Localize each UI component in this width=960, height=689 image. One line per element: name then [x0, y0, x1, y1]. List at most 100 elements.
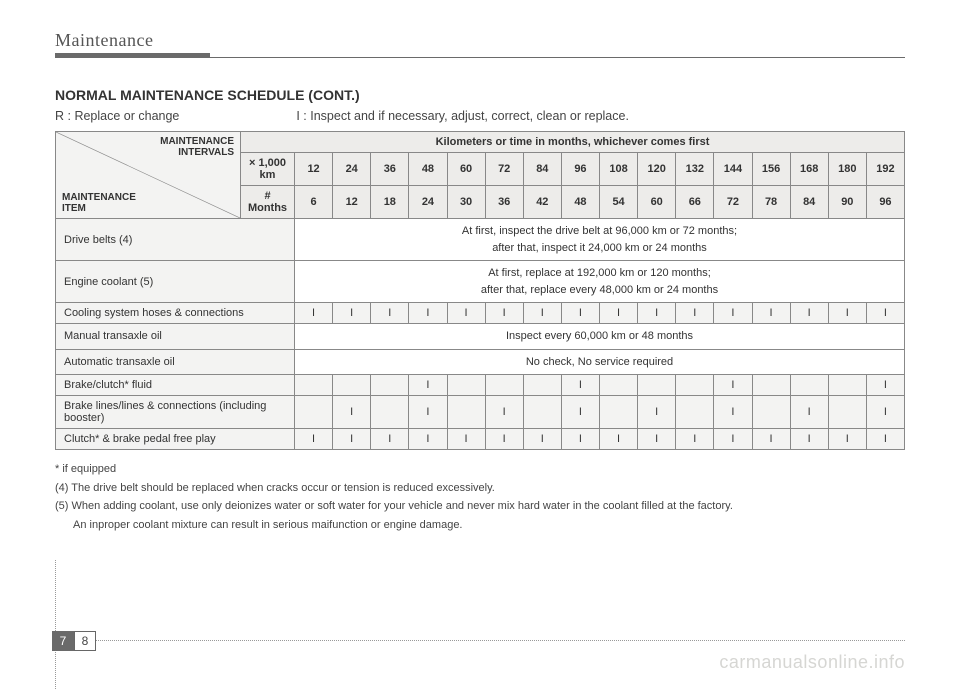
cell: I — [561, 429, 599, 450]
cell: I — [600, 429, 638, 450]
cell — [676, 375, 714, 396]
cell — [790, 375, 828, 396]
cell — [752, 396, 790, 429]
dotted-rule — [96, 640, 905, 641]
cell: I — [295, 429, 333, 450]
mo-val: 60 — [638, 186, 676, 219]
cell: I — [600, 303, 638, 324]
cell: I — [409, 303, 447, 324]
footnotes: * if equipped (4) The drive belt should … — [55, 460, 905, 535]
km-val: 12 — [295, 153, 333, 186]
row-note: At first, inspect the drive belt at 96,0… — [295, 219, 905, 261]
cell: I — [485, 303, 523, 324]
cell: I — [714, 396, 752, 429]
cell: I — [714, 303, 752, 324]
km-val: 192 — [866, 153, 904, 186]
header-title: Maintenance — [55, 30, 905, 51]
km-val: 24 — [333, 153, 371, 186]
cell — [333, 375, 371, 396]
cell: I — [333, 396, 371, 429]
cell — [523, 396, 561, 429]
diagonal-header: MAINTENANCEINTERVALS MAINTENANCEITEM — [56, 132, 241, 219]
cell: I — [333, 303, 371, 324]
row-label: Brake lines/lines & connections (includi… — [56, 396, 295, 429]
mo-val: 18 — [371, 186, 409, 219]
km-val: 144 — [714, 153, 752, 186]
cell: I — [866, 396, 904, 429]
cell: I — [828, 303, 866, 324]
row-label: Brake/clutch* fluid — [56, 375, 295, 396]
km-val: 96 — [561, 153, 599, 186]
cell: I — [790, 429, 828, 450]
cell: I — [409, 429, 447, 450]
cell: I — [714, 429, 752, 450]
km-val: 156 — [752, 153, 790, 186]
mo-val: 66 — [676, 186, 714, 219]
cell: I — [638, 396, 676, 429]
km-val: 168 — [790, 153, 828, 186]
mo-val: 24 — [409, 186, 447, 219]
maintenance-table: MAINTENANCEINTERVALS MAINTENANCEITEM Kil… — [55, 131, 905, 450]
watermark: carmanualsonline.info — [719, 652, 905, 673]
cell: I — [447, 429, 485, 450]
footnote-3b: An inproper coolant mixture can result i… — [55, 516, 905, 535]
mo-val: 48 — [561, 186, 599, 219]
cell: I — [866, 303, 904, 324]
cell: I — [676, 429, 714, 450]
cell — [371, 375, 409, 396]
cell: I — [638, 429, 676, 450]
row-label: Manual transaxle oil — [56, 324, 295, 350]
cell: I — [752, 303, 790, 324]
row-label: Engine coolant (5) — [56, 261, 295, 303]
mo-val: 12 — [333, 186, 371, 219]
cell: I — [561, 303, 599, 324]
cell: I — [333, 429, 371, 450]
mo-val: 72 — [714, 186, 752, 219]
row-label: Clutch* & brake pedal free play — [56, 429, 295, 450]
legend: R : Replace or change I : Inspect and if… — [55, 109, 905, 123]
row-label: Automatic transaxle oil — [56, 349, 295, 375]
km-val: 84 — [523, 153, 561, 186]
cell: I — [485, 429, 523, 450]
mo-val: 6 — [295, 186, 333, 219]
cell — [676, 396, 714, 429]
legend-i: I : Inspect and if necessary, adjust, co… — [296, 109, 629, 123]
legend-r: R : Replace or change — [55, 109, 179, 123]
mo-val: 36 — [485, 186, 523, 219]
km-val: 132 — [676, 153, 714, 186]
km-label: × 1,000 km — [241, 153, 295, 186]
km-val: 120 — [638, 153, 676, 186]
footnote-1: * if equipped — [55, 460, 905, 479]
km-val: 180 — [828, 153, 866, 186]
cell: I — [676, 303, 714, 324]
cell — [485, 375, 523, 396]
km-val: 72 — [485, 153, 523, 186]
chapter-num: 7 — [52, 631, 74, 651]
cell: I — [828, 429, 866, 450]
header-rule — [55, 53, 905, 59]
cell — [523, 375, 561, 396]
mo-val: 96 — [866, 186, 904, 219]
cell — [638, 375, 676, 396]
km-val: 48 — [409, 153, 447, 186]
cell — [828, 375, 866, 396]
cell: I — [523, 429, 561, 450]
mo-label: # Months — [241, 186, 295, 219]
cell: I — [561, 396, 599, 429]
mo-val: 78 — [752, 186, 790, 219]
footnote-2: (4) The drive belt should be replaced wh… — [55, 479, 905, 498]
cell: I — [295, 303, 333, 324]
cell — [447, 396, 485, 429]
cell: I — [371, 429, 409, 450]
cell: I — [866, 375, 904, 396]
dotted-rule-v — [55, 560, 56, 689]
mo-val: 90 — [828, 186, 866, 219]
cell: I — [714, 375, 752, 396]
cell: I — [409, 396, 447, 429]
cell: I — [485, 396, 523, 429]
cell: I — [409, 375, 447, 396]
km-val: 60 — [447, 153, 485, 186]
km-val: 108 — [600, 153, 638, 186]
row-note: At first, replace at 192,000 km or 120 m… — [295, 261, 905, 303]
cell: I — [752, 429, 790, 450]
